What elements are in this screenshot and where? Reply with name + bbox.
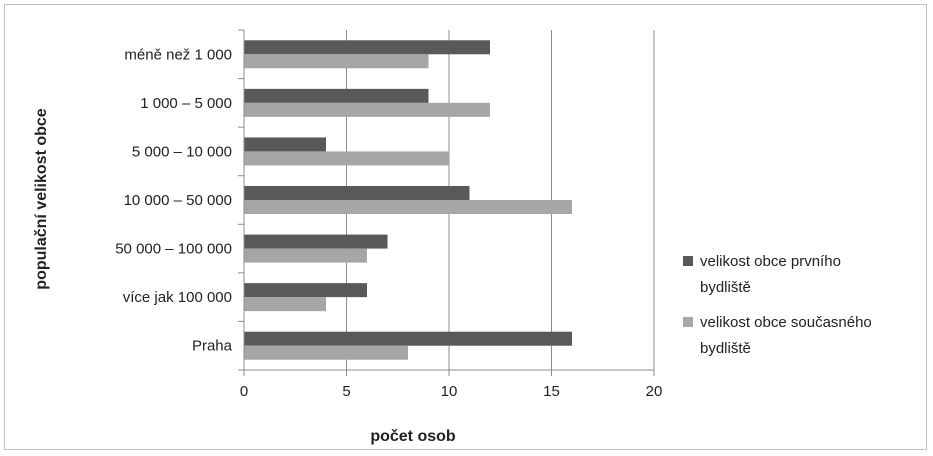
category-label: Praha [192, 338, 233, 355]
bar-current-residence [244, 200, 572, 214]
category-label: 10 000 – 50 000 [124, 192, 232, 209]
category-label: 50 000 – 100 000 [115, 241, 232, 258]
y-axis-title: populační velikost obce [33, 108, 50, 289]
bar-first-residence [244, 88, 429, 103]
tick-labels: 0 5 10 15 20 [240, 383, 663, 400]
category-label: méně než 1 000 [124, 46, 232, 63]
legend-label-current-residence-line2: bydliště [700, 340, 751, 357]
bar-first-residence [244, 331, 572, 346]
bar-current-residence [244, 345, 408, 360]
bar-first-residence [244, 137, 326, 152]
bar-current-residence [244, 151, 449, 166]
x-tick-label: 5 [342, 383, 350, 400]
category-labels: méně než 1 000 1 000 – 5 000 5 000 – 10 00… [115, 46, 232, 354]
legend-label-first-residence-line1: velikost obce prvního [700, 253, 841, 270]
bar-current-residence [244, 248, 367, 263]
bar-first-residence [244, 40, 490, 55]
legend: velikost obce prvního bydliště velikost … [683, 253, 872, 357]
category-label: více jak 100 000 [123, 289, 232, 306]
bars [244, 40, 572, 360]
category-label: 5 000 – 10 000 [132, 143, 232, 160]
chart-frame [4, 4, 927, 450]
axes [238, 29, 655, 376]
x-tick-label: 20 [646, 383, 663, 400]
bar-current-residence [244, 102, 490, 117]
legend-swatch-first-residence [683, 256, 693, 266]
bar-first-residence [244, 234, 388, 249]
bar-current-residence [244, 54, 429, 69]
bar-current-residence [244, 297, 326, 312]
bar-first-residence [244, 283, 367, 298]
bar-first-residence [244, 186, 470, 200]
x-axis-title: počet osob [370, 428, 456, 445]
legend-swatch-current-residence [683, 317, 693, 327]
category-label: 1 000 – 5 000 [140, 95, 232, 112]
x-tick-label: 10 [441, 383, 458, 400]
legend-label-first-residence-line2: bydliště [700, 279, 751, 296]
x-tick-label: 0 [240, 383, 248, 400]
legend-label-current-residence-line1: velikost obce současného [700, 314, 872, 331]
x-tick-label: 15 [543, 383, 560, 400]
